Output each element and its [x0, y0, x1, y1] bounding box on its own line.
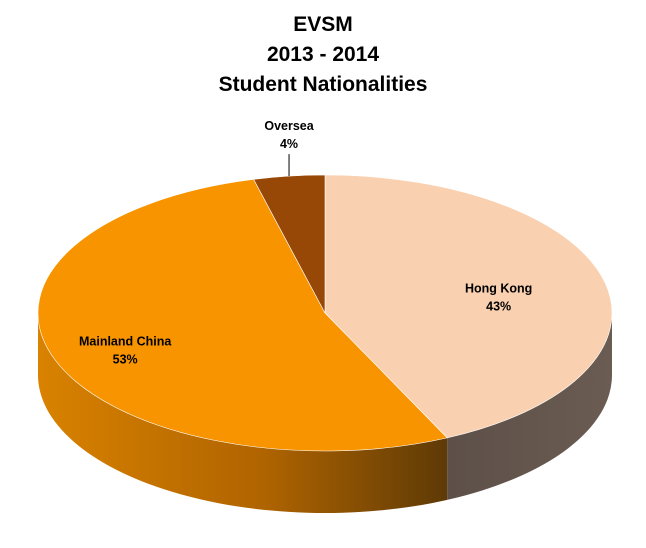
slice-mainland-china	[37, 179, 448, 452]
chart-title-line-1: EVSM	[293, 13, 353, 36]
slice-value-hong-kong: 43%	[486, 299, 511, 313]
chart-title-line-2: 2013 - 2014	[266, 43, 380, 66]
slice-side-hong-kong	[447, 313, 612, 500]
slice-label-mainland-china: Mainland China	[79, 335, 172, 349]
chart-title-line-3: Student Nationalities	[218, 73, 428, 96]
slice-side-mainland-china	[37, 313, 448, 514]
slice-hong-kong	[324, 174, 613, 439]
slice-oversea	[253, 174, 326, 314]
slice-label-oversea: Oversea	[264, 119, 314, 133]
slice-label-hong-kong: Hong Kong	[465, 281, 532, 295]
slice-value-oversea: 4%	[280, 137, 298, 151]
slice-value-mainland-china: 53%	[113, 353, 138, 367]
